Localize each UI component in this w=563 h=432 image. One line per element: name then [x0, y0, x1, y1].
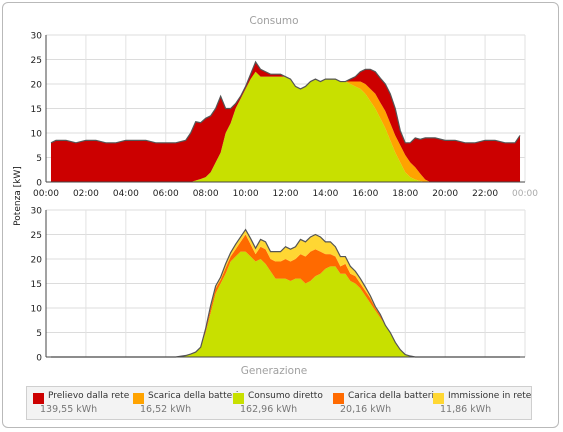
- legend-value: 20,16 kWh: [340, 404, 392, 415]
- y-tick-label: 25: [31, 56, 42, 66]
- legend-swatch: [433, 393, 444, 404]
- legend-label: Scarica della batteria: [148, 391, 244, 401]
- x-tick-label: 16:00: [352, 189, 378, 199]
- y-tick-label: 20: [31, 256, 43, 266]
- legend-swatch: [333, 393, 344, 404]
- legend-label: Immissione in rete: [448, 391, 532, 401]
- y-tick-label: 5: [36, 329, 42, 339]
- legend-value: 162,96 kWh: [240, 404, 298, 415]
- y-tick-label: 25: [31, 231, 42, 241]
- consumo-plot: 0 5 10 15 20 25 30 00:00 02:00 04:00 06:00 08:00 10:…: [31, 32, 539, 200]
- series-area-consumo-diretto: [50, 251, 521, 357]
- total-outline: [50, 228, 521, 358]
- legend: Prelievo dalla rete 139,55 kWh Scarica del…: [26, 386, 532, 420]
- y-tick-label: 15: [31, 280, 42, 290]
- generazione-chart-title: Generazione: [241, 365, 307, 377]
- series-area-prelievo-dalla-rete: [50, 61, 521, 183]
- y-tick-label: 30: [31, 32, 43, 42]
- y-tick-label: 0: [36, 179, 42, 189]
- y-tick-label: 10: [31, 130, 43, 140]
- y-axis-label: Potenza [kW]: [13, 166, 23, 226]
- legend-label: Carica della batteria: [348, 391, 440, 401]
- y-tick-label: 20: [31, 81, 43, 91]
- x-tick-label: 02:00: [73, 189, 99, 199]
- x-tick-label: 00:00: [512, 189, 538, 199]
- legend-value: 11,86 kWh: [440, 404, 492, 415]
- y-tick-label: 10: [31, 305, 43, 315]
- legend-label: Prelievo dalla rete: [48, 391, 130, 401]
- x-tick-label: 00:00: [33, 189, 59, 199]
- x-tick-label: 08:00: [193, 189, 219, 199]
- series-area-scarica-della-batteria: [50, 71, 521, 182]
- generazione-plot: 0 5 10 15 20 25 30: [31, 207, 526, 364]
- total-outline: [50, 60, 521, 144]
- y-tick-label: 0: [36, 354, 42, 364]
- y-tick-label: 5: [36, 154, 42, 164]
- x-tick-label: 10:00: [233, 189, 259, 199]
- legend-swatch: [133, 393, 144, 404]
- x-tick-label: 14:00: [312, 189, 338, 199]
- consumo-chart-title: Consumo: [249, 15, 298, 27]
- x-tick-label: 12:00: [273, 189, 299, 199]
- x-tick-label: 06:00: [153, 189, 179, 199]
- legend-swatch: [233, 393, 244, 404]
- y-tick-label: 30: [31, 207, 43, 217]
- legend-value: 16,52 kWh: [140, 404, 192, 415]
- series-area-immissione-in-rete: [50, 229, 521, 357]
- x-tick-label: 22:00: [472, 189, 498, 199]
- series-area-consumo-diretto: [50, 71, 521, 182]
- x-tick-label: 20:00: [432, 189, 458, 199]
- y-tick-label: 15: [31, 105, 42, 115]
- legend-label: Consumo diretto: [248, 391, 323, 401]
- legend-swatch: [33, 393, 44, 404]
- x-tick-label: 04:00: [113, 189, 139, 199]
- x-tick-label: 18:00: [392, 189, 418, 199]
- legend-value: 139,55 kWh: [40, 404, 98, 415]
